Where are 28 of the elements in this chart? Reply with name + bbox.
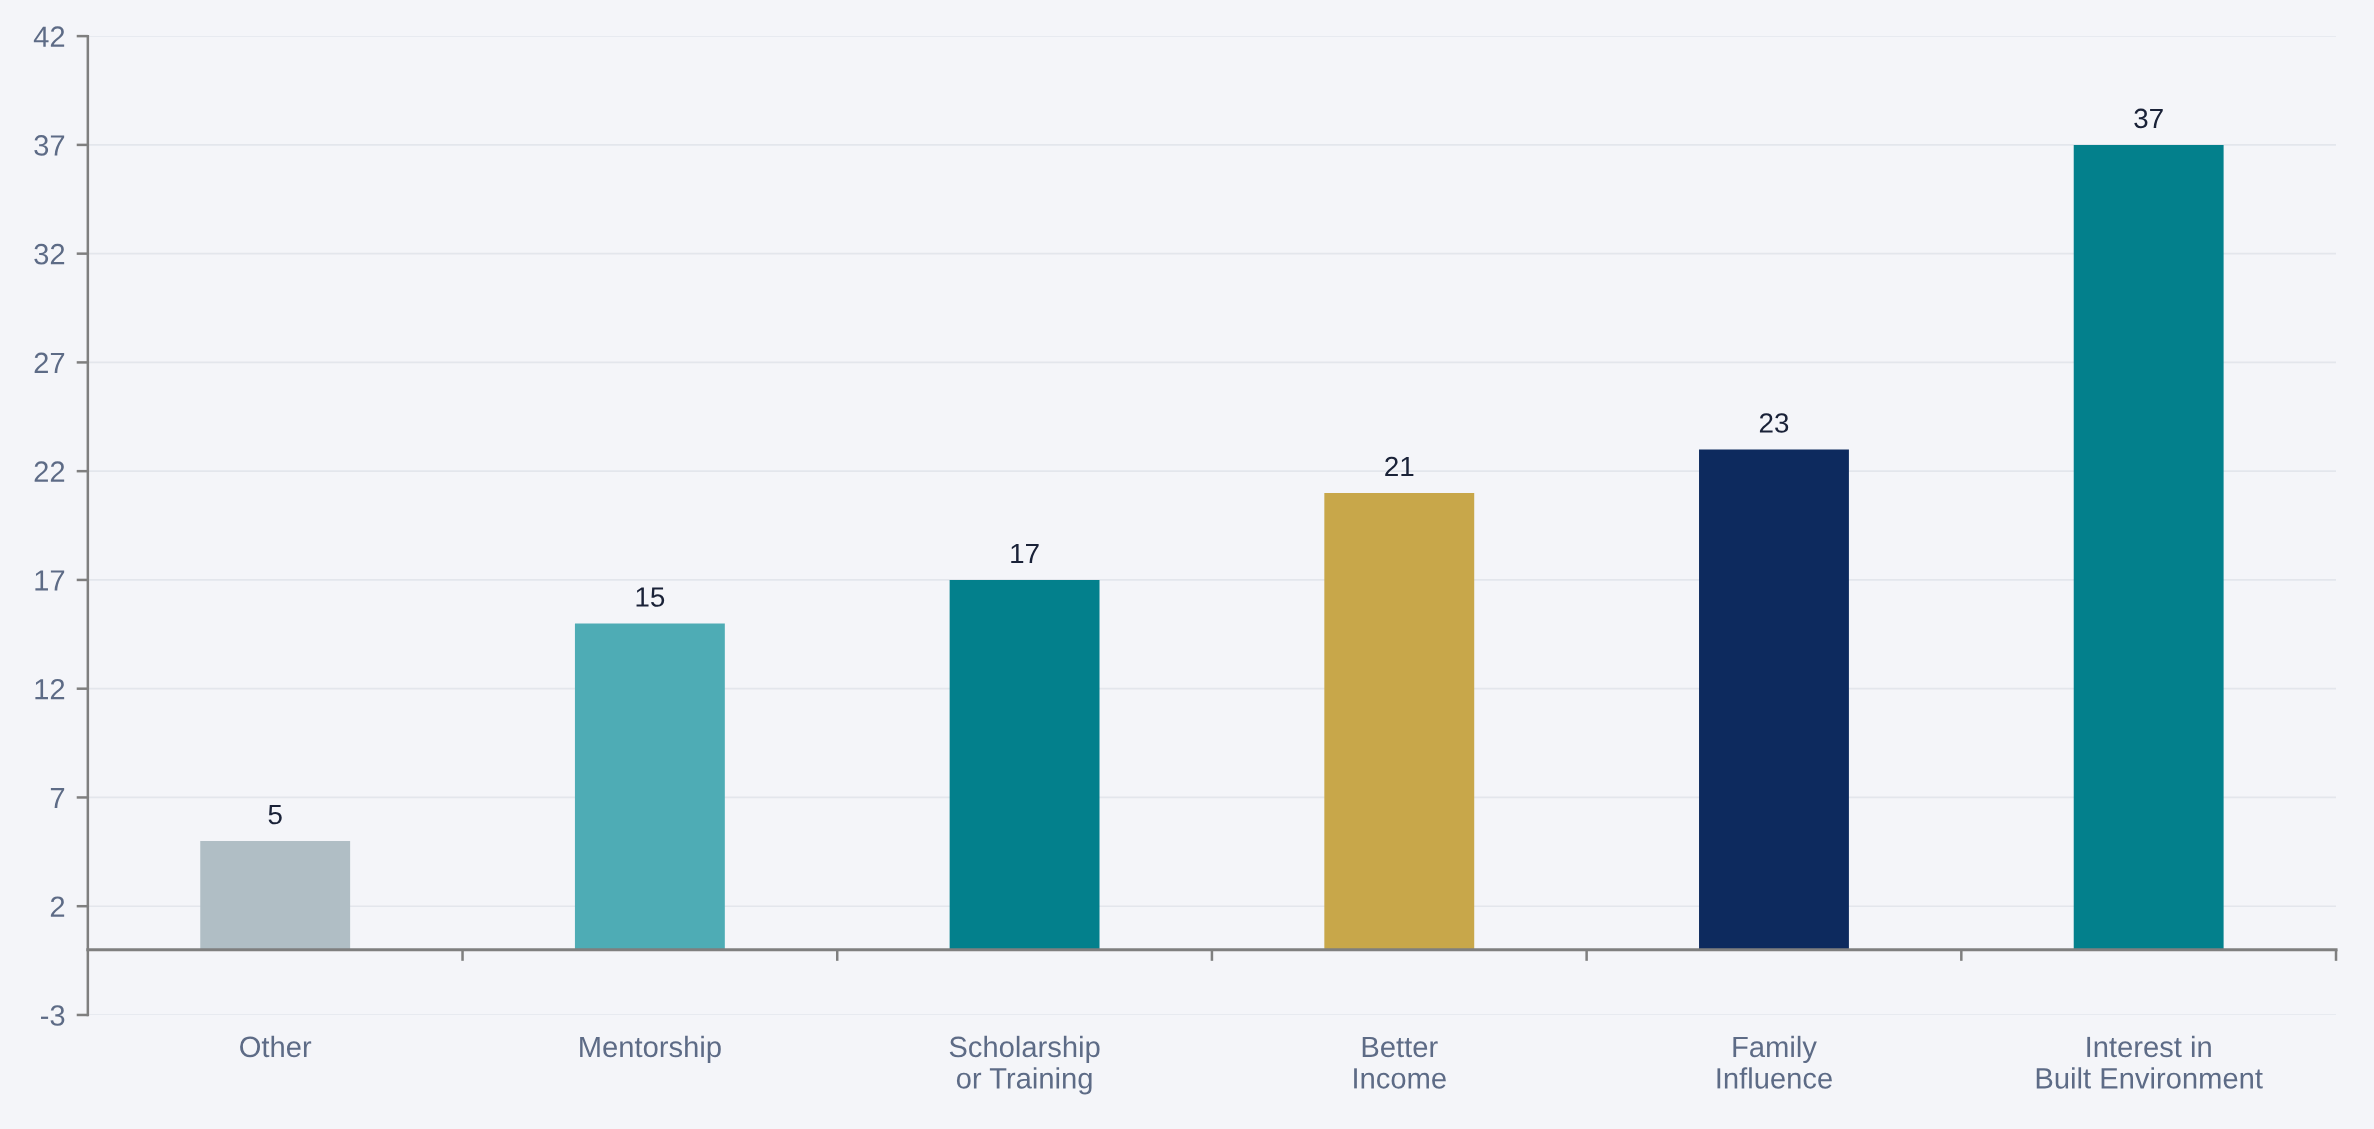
x-tick-label: Other (240, 1035, 312, 1058)
y-tick-label: 7 (50, 787, 65, 809)
y-tick-label: 17 (35, 570, 65, 591)
bar (200, 840, 351, 950)
y-tick-label: 32 (34, 243, 65, 265)
y-tick-label: 2 (50, 896, 65, 917)
bar (574, 623, 725, 950)
y-tick-label: 27 (34, 352, 65, 373)
bar (949, 579, 1100, 950)
data-label: 15 (636, 587, 665, 607)
bar (1699, 449, 1849, 950)
y-tick-label: 22 (34, 461, 65, 482)
bar (1324, 492, 1475, 950)
y-tick-label: -3 (40, 1005, 65, 1026)
y-tick-label: 37 (34, 135, 65, 156)
data-label: 21 (1385, 456, 1414, 477)
bar (2073, 144, 2224, 950)
x-tick-label: Mentorship (580, 1035, 721, 1064)
data-label: 37 (2134, 108, 2163, 129)
x-tick-label: Scholarship or Training (949, 1035, 1100, 1095)
x-tick-label: Interest in Built Environment (2036, 1035, 2263, 1089)
y-tick-label: 12 (35, 678, 65, 700)
y-tick-label: 42 (33, 26, 65, 47)
x-tick-label: Family Influence (1717, 1035, 1832, 1089)
x-tick-label: Better Income (1354, 1036, 1446, 1089)
data-label: 17 (1011, 543, 1039, 564)
data-label: 5 (268, 804, 282, 825)
data-label: 23 (1759, 413, 1789, 433)
